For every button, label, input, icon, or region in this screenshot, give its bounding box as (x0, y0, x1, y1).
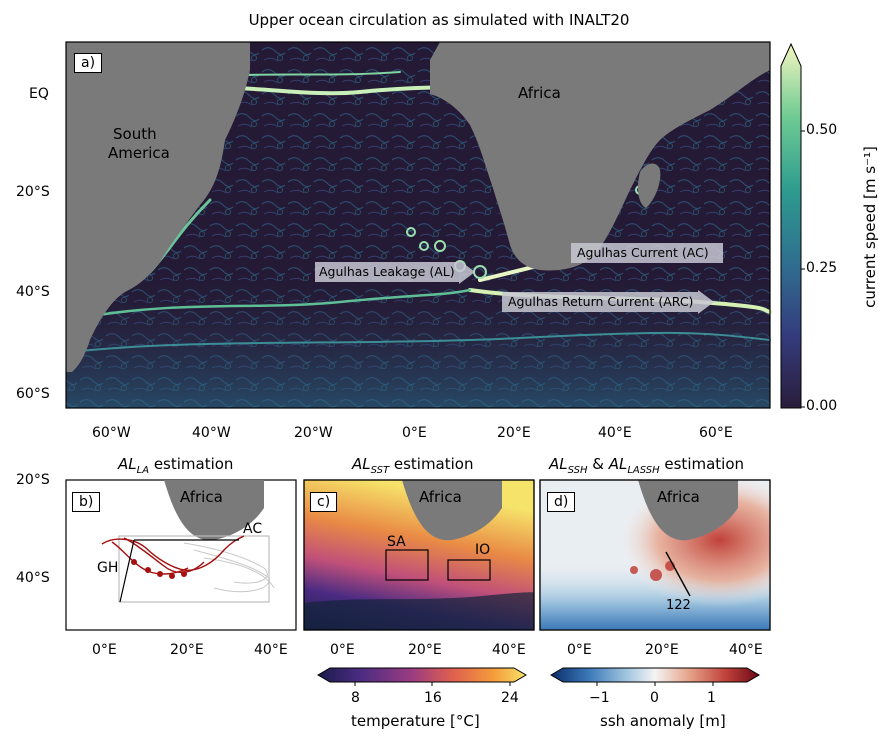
speed-cb-label: current speed [m s⁻¹] (861, 146, 878, 308)
panel-b-gh-label: GH (97, 560, 119, 576)
agulhas-leakage-label: Agulhas Leakage (AL) (319, 264, 455, 279)
temp-cb-label: temperature [°C] (351, 712, 480, 730)
ssh-cb-tick-0: 0 (650, 690, 659, 706)
panel-b-xtick-0e: 0°E (92, 642, 117, 658)
panel-a-xtick-40e: 40°E (598, 425, 632, 441)
panel-d-label: d) (547, 492, 576, 512)
southern-ocean-band (66, 270, 770, 408)
panel-b-xtick-20e: 20°E (170, 642, 204, 658)
agulhas-leakage-arrowhead (459, 260, 475, 284)
south-america-land (66, 42, 250, 372)
panel-c-xtick-0e: 0°E (330, 642, 355, 658)
panel-a-xtick-20w: 20°W (294, 425, 333, 441)
panel-d-xtick-20e: 20°E (645, 642, 679, 658)
panel-c-xtick-40e: 40°E (492, 642, 526, 658)
panel-c-label: c) (310, 492, 338, 512)
panel-c-map (303, 479, 535, 631)
panel-a-label: a) (74, 53, 103, 73)
panel-b-title: ALLA estimation (118, 455, 234, 476)
panel-b-label: b) (72, 492, 101, 512)
panel-a-xtick-0e: 0°E (402, 425, 427, 441)
panel-b-map (65, 479, 297, 631)
ssh-cb-tick-1: 1 (707, 690, 716, 706)
temperature-colorbar (317, 667, 527, 686)
panel-a-xtick-60w: 60°W (92, 425, 131, 441)
panel-a-map (65, 41, 772, 409)
temp-cb-tick-16: 16 (424, 690, 442, 706)
panel-d-africa-label: Africa (657, 488, 700, 506)
south-america-label-line2: America (108, 144, 170, 162)
africa-land (430, 42, 770, 271)
panel-a-xtick-60e: 60°E (699, 425, 733, 441)
panel-d-title: ALSSH & ALLASSH estimation (549, 455, 745, 476)
africa-label: Africa (518, 84, 561, 102)
ssh-cb-label: ssh anomaly [m] (600, 712, 726, 730)
figure-title: Upper ocean circulation as simulated wit… (248, 11, 630, 29)
speed-cb-tick-025: 0.25 (806, 260, 838, 276)
temp-cb-tick-24: 24 (501, 690, 519, 706)
panel-d-africa (638, 480, 738, 541)
panel-a-ytick-60s: 60°S (16, 386, 50, 402)
panel-b-africa-label: Africa (180, 488, 223, 506)
panel-a-ytick-eq: EQ (29, 86, 49, 102)
panel-b-ytick-20s: 20°S (16, 472, 50, 488)
panel-b-ac-label: AC (243, 521, 263, 537)
panel-c-io-label: IO (475, 542, 491, 558)
agulhas-return-current-callout: Agulhas Return Current (ARC) (502, 292, 698, 312)
panel-d-map (539, 479, 771, 631)
panel-b-africa (164, 480, 264, 541)
madagascar-land (638, 163, 661, 208)
ssh-cb-tick-neg1: −1 (589, 690, 610, 706)
panel-c-sa-label: SA (387, 534, 406, 550)
panel-c-africa (402, 480, 502, 541)
panel-d-xtick-40e: 40°E (729, 642, 763, 658)
panel-b-xtick-40e: 40°E (254, 642, 288, 658)
agulhas-return-current-arrowhead (698, 290, 714, 314)
panel-d-section-label: 122 (666, 598, 691, 613)
panel-a-xtick-40w: 40°W (192, 425, 231, 441)
panel-c-xtick-20e: 20°E (408, 642, 442, 658)
current-speed-colorbar (780, 42, 805, 409)
speed-cb-tick-050: 0.50 (806, 122, 838, 138)
panel-b-ytick-40s: 40°S (16, 570, 50, 586)
speed-cb-tick-000: 0.00 (806, 398, 838, 414)
panel-a-ytick-40s: 40°S (16, 284, 50, 300)
agulhas-current-callout: Agulhas Current (AC) (571, 243, 723, 263)
agulhas-leakage-callout: Agulhas Leakage (AL) (315, 262, 459, 282)
agulhas-return-current-label: Agulhas Return Current (ARC) (508, 294, 694, 309)
panel-a-ytick-20s: 20°S (16, 184, 50, 200)
panel-d-xtick-0e: 0°E (567, 642, 592, 658)
ssh-anomaly-colorbar (550, 667, 760, 686)
south-america-label-line1: South (113, 125, 157, 143)
panel-c-title: ALSST estimation (352, 455, 474, 476)
panel-a-xtick-20e: 20°E (497, 425, 531, 441)
temp-cb-tick-8: 8 (351, 690, 360, 706)
panel-c-africa-label: Africa (419, 488, 462, 506)
agulhas-current-label: Agulhas Current (AC) (577, 245, 709, 260)
